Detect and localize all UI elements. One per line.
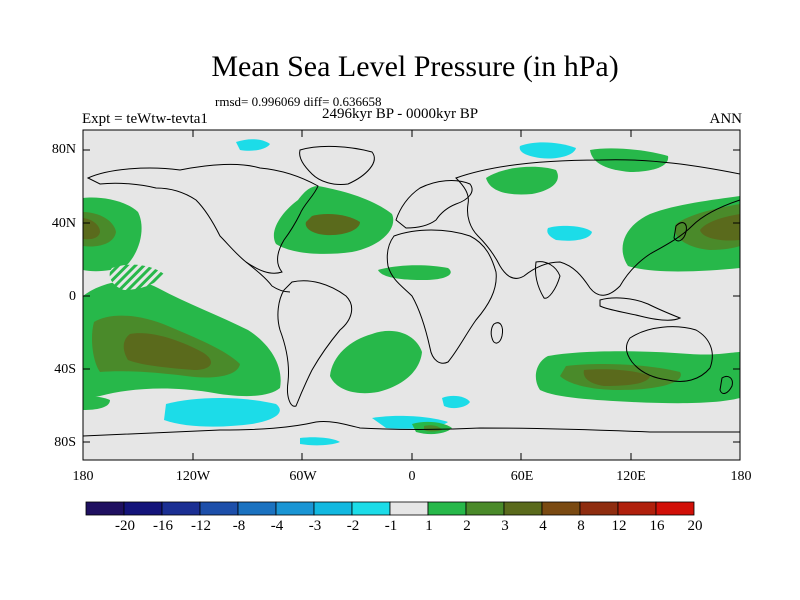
colorbar-swatch	[161, 501, 201, 516]
coast-india	[535, 261, 561, 299]
colorbar-label: -20	[115, 518, 135, 534]
anomaly-core2-indian	[583, 369, 650, 386]
coast-north-america	[86, 163, 319, 274]
colorbar-swatch	[85, 501, 125, 516]
colorbar-swatch	[655, 501, 695, 516]
anomaly-region-southern-cyan-2	[442, 395, 470, 409]
anomaly-region-spac-hatch	[109, 264, 164, 290]
anomaly-core-natl	[305, 214, 360, 236]
colorbar-label: 3	[501, 518, 509, 534]
colorbar-swatch	[465, 501, 505, 516]
lat-ticks	[83, 149, 740, 443]
coast-greenland	[299, 145, 375, 185]
anomaly-region-sahel	[378, 265, 451, 280]
coast-antarctica	[83, 421, 740, 437]
time-period-label: 2496kyr BP - 0000kyr BP	[322, 106, 479, 122]
colorbar-swatch	[237, 501, 277, 516]
lon-label-60w: 60W	[289, 469, 317, 484]
lat-label-40s: 40S	[54, 362, 76, 377]
colorbar-swatch	[313, 501, 353, 516]
colorbar-swatch	[617, 501, 657, 516]
lon-label-180w: 180	[72, 469, 94, 484]
colorbar-label: -8	[232, 518, 246, 534]
colorbar	[85, 501, 695, 516]
colorbar-swatch	[199, 501, 239, 516]
colorbar-label: 16	[649, 518, 665, 534]
lon-ticks	[82, 130, 741, 460]
anomaly-region-arctic-cyan-2	[236, 139, 270, 151]
colorbar-label: -16	[153, 518, 173, 534]
lat-label-40n: 40N	[51, 216, 76, 231]
anomaly-region-spac-tail	[83, 396, 110, 410]
anomaly-region-satl	[330, 330, 422, 394]
colorbar-swatch	[427, 501, 467, 516]
colorbar-swatch	[541, 501, 581, 516]
colorbar-swatch	[579, 501, 619, 516]
coast-south-america	[277, 280, 353, 407]
colorbar-label: -3	[308, 518, 322, 534]
lat-label-80s: 80S	[54, 435, 76, 450]
colorbar-label: -12	[191, 518, 211, 534]
coast-africa	[386, 229, 497, 364]
coast-madagascar	[490, 322, 503, 344]
coast-australia	[625, 326, 713, 382]
anomaly-core2-npac-east	[700, 214, 740, 241]
colorbar-swatch	[351, 501, 391, 516]
coast-indonesia	[599, 297, 682, 321]
colorbar-swatch	[503, 501, 543, 516]
colorbar-label: 1	[425, 518, 433, 534]
anomaly-region-antarctic-cyan	[300, 437, 340, 446]
colorbar-label: 4	[539, 518, 547, 534]
anomaly-region-arctic-cyan-3	[547, 225, 592, 241]
colorbar-swatch	[123, 501, 163, 516]
colorbar-label: -1	[384, 518, 398, 534]
lon-label-120w: 120W	[175, 469, 211, 484]
season-label: ANN	[709, 111, 743, 127]
lon-label-60e: 60E	[510, 469, 534, 484]
colorbar-swatch	[275, 501, 315, 516]
coast-japan	[673, 222, 687, 242]
lat-label-80n: 80N	[51, 142, 76, 157]
colorbar-label: -2	[346, 518, 360, 534]
coast-asia	[455, 159, 740, 296]
anomaly-core2-spac	[123, 333, 212, 370]
page-title: Mean Sea Level Pressure (in hPa)	[211, 50, 619, 83]
coast-central-america	[245, 261, 291, 293]
colorbar-label: -4	[270, 518, 284, 534]
coast-new-zealand	[719, 375, 733, 394]
rmsd-diff-stats: rmsd= 0.996069 diff= 0.636658	[215, 94, 382, 109]
lon-label-0: 0	[408, 469, 416, 484]
colorbar-label: 12	[611, 518, 627, 534]
experiment-label: Expt = teWtw-tevta1	[82, 111, 208, 127]
lat-label-0: 0	[69, 289, 76, 304]
colorbar-swatch	[389, 501, 429, 516]
lon-label-120e: 120E	[616, 469, 646, 484]
anomaly-region-southern-cyan-1	[164, 398, 280, 427]
coastlines	[83, 145, 740, 437]
colorbar-label: 8	[577, 518, 585, 534]
anomaly-region-arctic-1	[486, 166, 558, 195]
colorbar-label: 2	[463, 518, 471, 534]
pressure-anomaly-fields	[83, 139, 740, 446]
colorbar-label: 20	[687, 518, 703, 534]
anomaly-region-arctic-cyan-1	[519, 142, 576, 159]
lon-label-180e: 180	[730, 469, 752, 484]
